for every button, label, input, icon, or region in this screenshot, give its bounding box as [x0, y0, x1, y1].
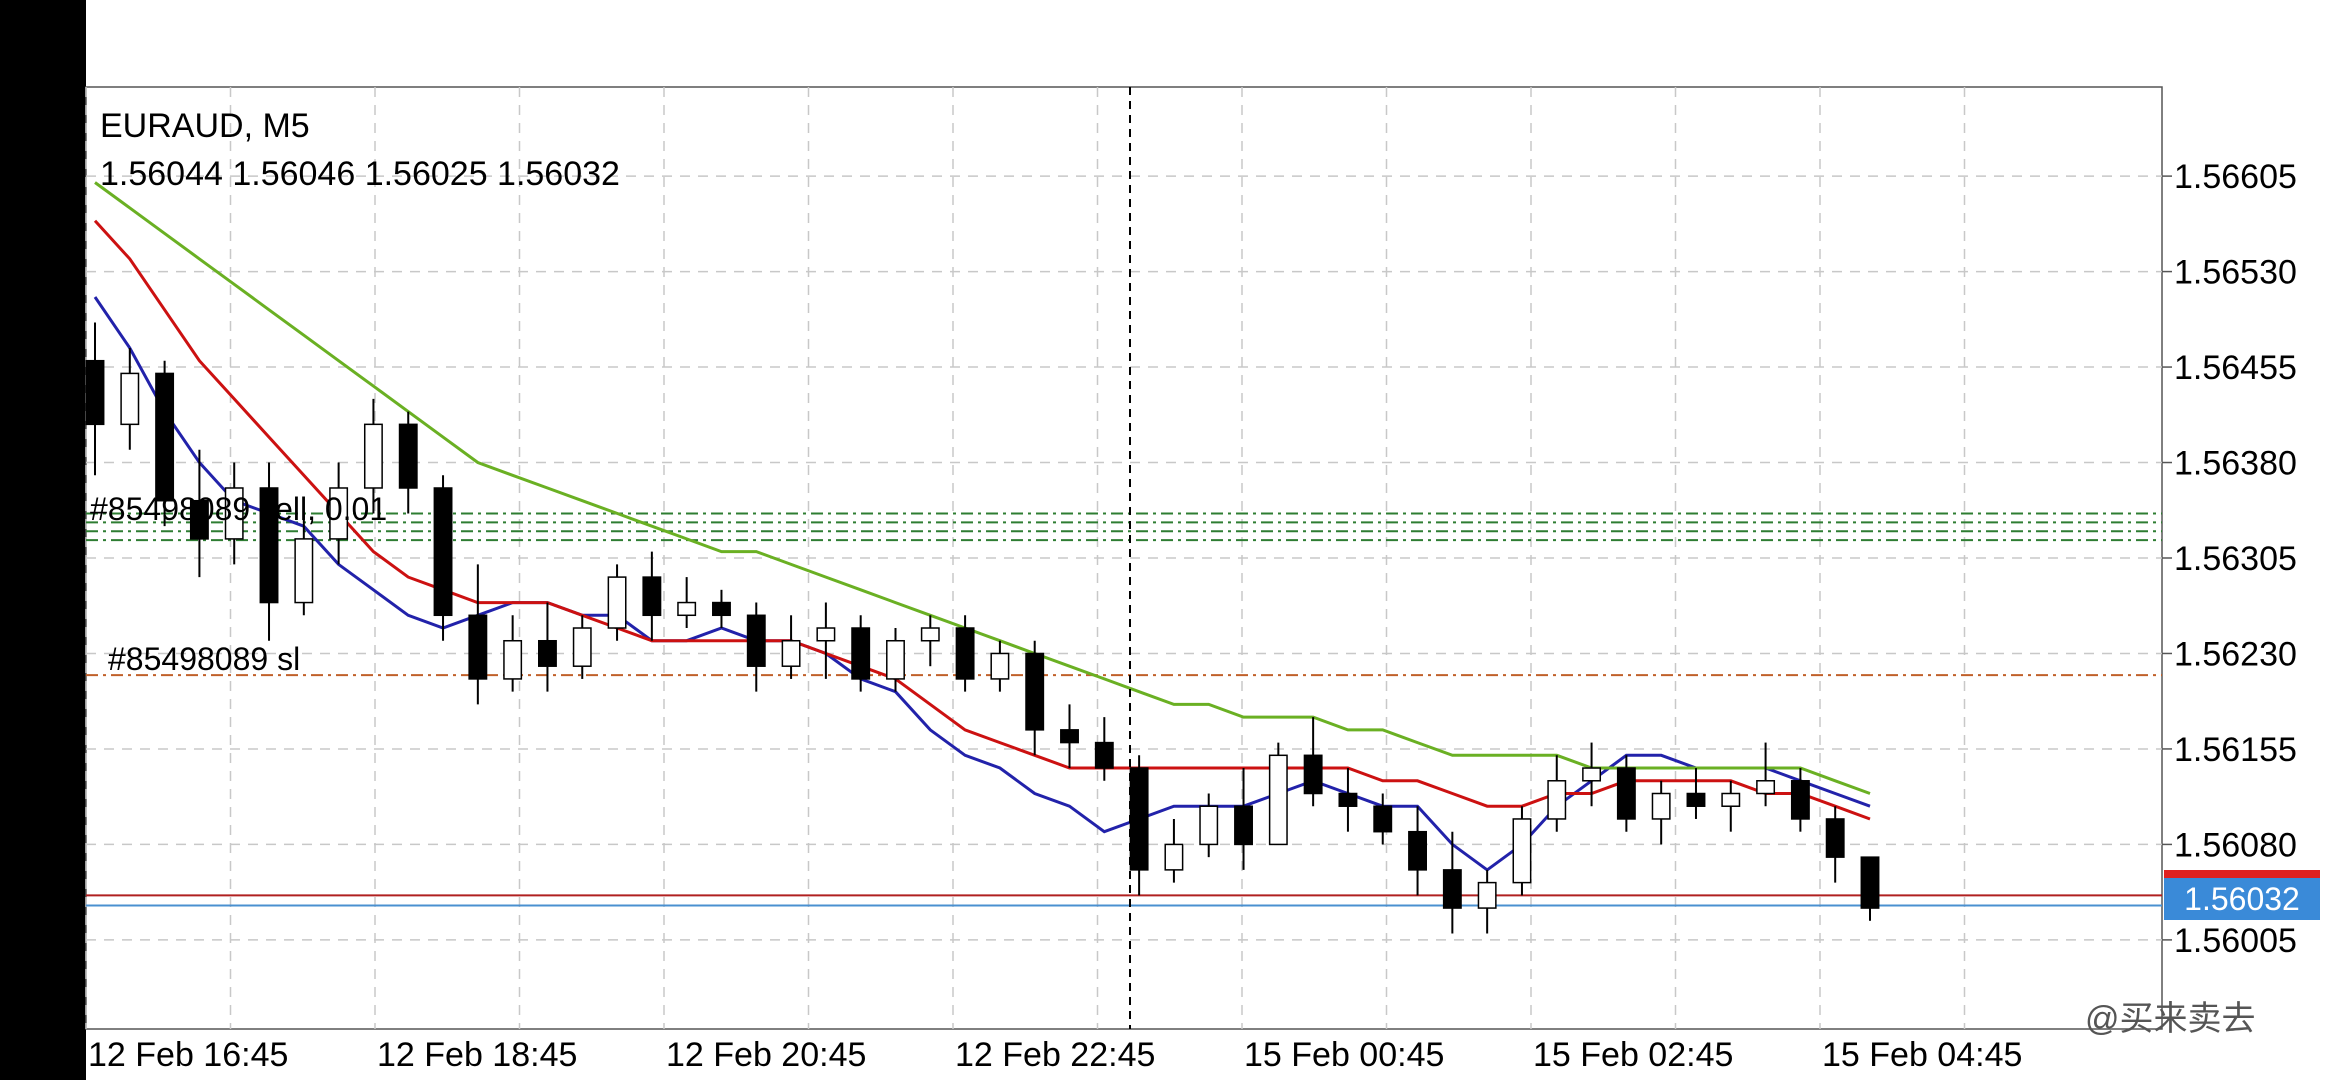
y-tick-label: 1.56605 [2174, 158, 2297, 196]
candle-body [1199, 805, 1219, 846]
candle-body [1582, 767, 1602, 782]
y-tick-label: 1.56530 [2174, 254, 2297, 292]
candle-body [398, 423, 418, 489]
candle-body [1512, 818, 1532, 884]
candle-body [329, 487, 349, 540]
order-label-sl: #85498089 sl [108, 641, 300, 677]
candle-body [1756, 780, 1776, 795]
candle-body [1338, 792, 1358, 807]
candle-body [572, 627, 592, 667]
candle-body [1408, 830, 1427, 871]
candle-body [1442, 869, 1462, 909]
candle-body [1721, 792, 1741, 807]
candle-body [259, 487, 279, 604]
candle-body [363, 423, 383, 489]
ohlc-label: 1.56044 1.56046 1.56025 1.56032 [100, 155, 620, 193]
candle-body [1651, 792, 1671, 820]
candle-body [990, 652, 1010, 680]
candle-body [1268, 754, 1288, 846]
x-tick-label: 15 Feb 02:45 [1533, 1036, 1733, 1074]
current-price-text: 1.56032 [2184, 881, 2300, 917]
candle-body [294, 538, 314, 604]
candle-body [503, 639, 523, 680]
symbol-label: EURAUD, M5 [100, 107, 310, 145]
candle-body [642, 576, 662, 617]
candle-body [85, 359, 105, 426]
candle-body [1686, 792, 1706, 807]
x-tick-label: 12 Feb 22:45 [955, 1036, 1155, 1074]
y-tick-label: 1.56080 [2174, 826, 2297, 864]
y-axis: 1.56605 1.56530 1.56455 1.56380 1.56305 1.562… [2162, 158, 2297, 960]
x-tick-label: 12 Feb 16:45 [88, 1036, 288, 1074]
candle-body [1616, 767, 1636, 820]
candle-body [677, 601, 697, 617]
candle-body [851, 627, 871, 680]
grid-lines [85, 87, 2162, 1029]
moving-averages [93, 181, 1871, 872]
candlesticks [85, 322, 1880, 934]
candle-body [1477, 881, 1497, 909]
current-price-badge [2164, 878, 2320, 920]
order-label-sell: #85498089 sell, 0.01 [90, 491, 387, 527]
watermark-text: @买来卖去 [2085, 1000, 2256, 1038]
x-tick-label: 15 Feb 04:45 [1822, 1036, 2022, 1074]
moving-average-line [93, 219, 1871, 821]
moving-average-line [94, 181, 1871, 795]
candle-body [781, 639, 801, 667]
candle-body [1129, 767, 1149, 871]
candle-body [468, 614, 488, 680]
current-price-badge-accent [2164, 870, 2320, 878]
candle-body [155, 372, 175, 502]
candle-body [1825, 818, 1845, 858]
candle-body [1303, 754, 1323, 795]
y-tick-label: 1.56005 [2174, 922, 2297, 960]
x-tick-label: 12 Feb 20:45 [666, 1036, 866, 1074]
candle-body [433, 487, 453, 617]
y-tick-label: 1.56380 [2174, 445, 2297, 483]
candle-body [1860, 856, 1880, 909]
candle-body [746, 614, 766, 667]
candle-body [1164, 843, 1184, 871]
candle-body [955, 627, 975, 680]
candle-body [120, 372, 140, 426]
candle-body [816, 627, 836, 642]
candle-body [1060, 729, 1079, 744]
y-tick-label: 1.56455 [2174, 349, 2297, 387]
candle-body [1790, 780, 1810, 820]
left-panel-edge [0, 0, 86, 1080]
candle-body [886, 639, 905, 680]
y-tick-label: 1.56155 [2174, 731, 2297, 769]
candle-body [712, 601, 731, 617]
candle-body [1547, 780, 1567, 820]
candle-body [1094, 741, 1114, 769]
candle-body [1025, 652, 1045, 731]
candle-body [1373, 805, 1393, 833]
candle-body [607, 576, 627, 629]
x-tick-label: 12 Feb 18:45 [377, 1036, 577, 1074]
candle-body [538, 639, 557, 667]
candle-body [189, 499, 209, 540]
y-tick-label: 1.56230 [2174, 635, 2297, 673]
order-lines [86, 512, 2162, 907]
x-tick-label: 15 Feb 00:45 [1244, 1036, 1444, 1074]
x-axis: 12 Feb 16:45 12 Feb 18:45 12 Feb 20:45 12 F… [88, 1036, 2022, 1074]
candle-body [1234, 805, 1253, 846]
y-tick-label: 1.56305 [2174, 540, 2297, 578]
candle-body [920, 627, 940, 642]
candle-body [224, 487, 244, 540]
